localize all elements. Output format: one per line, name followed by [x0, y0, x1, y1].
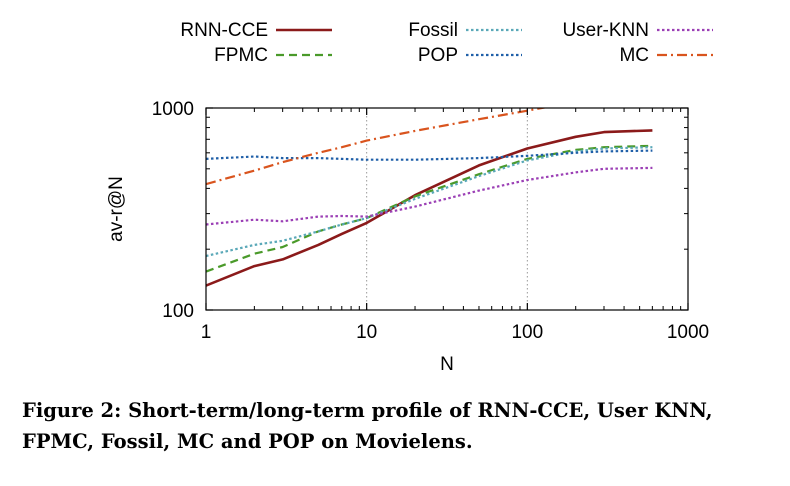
axis-ticks: 1 10 100 1000 100 1000 [152, 99, 709, 343]
legend-label-fpmc: FPMC [214, 45, 268, 66]
series-line-pop [206, 149, 653, 161]
x-tick-label: 1000 [667, 322, 709, 343]
x-axis-title: N [440, 354, 454, 375]
x-tick-label: 100 [511, 322, 543, 343]
series-line-fpmc [206, 144, 653, 273]
series-line-fossil [206, 146, 653, 258]
x-tick-label: 10 [356, 322, 377, 343]
legend-label-fossil: Fossil [408, 20, 458, 41]
y-tick-label: 100 [162, 301, 194, 322]
legend-label-mc: MC [619, 45, 649, 66]
legend: RNN-CCE FPMC Fossil POP User-KNN MC [180, 20, 713, 66]
series-line-rnn-cce [206, 129, 653, 287]
x-tick-label: 1 [201, 322, 212, 343]
series-line-mc [206, 108, 548, 186]
series-group [206, 108, 653, 287]
series-line-user-knn [206, 166, 653, 226]
y-tick-label: 1000 [152, 99, 194, 120]
y-axis-title: av-r@N [106, 176, 127, 242]
legend-label-pop: POP [418, 45, 458, 66]
legend-label-user-knn: User-KNN [562, 20, 649, 41]
figure-caption: Figure 2: Short-term/long-term profile o… [22, 399, 713, 453]
plot-frame [205, 107, 689, 311]
grid [366, 108, 528, 310]
legend-label-rnn-cce: RNN-CCE [180, 20, 268, 41]
chart: RNN-CCE FPMC Fossil POP User-KNN MC 1 10 100 100… [106, 20, 713, 375]
